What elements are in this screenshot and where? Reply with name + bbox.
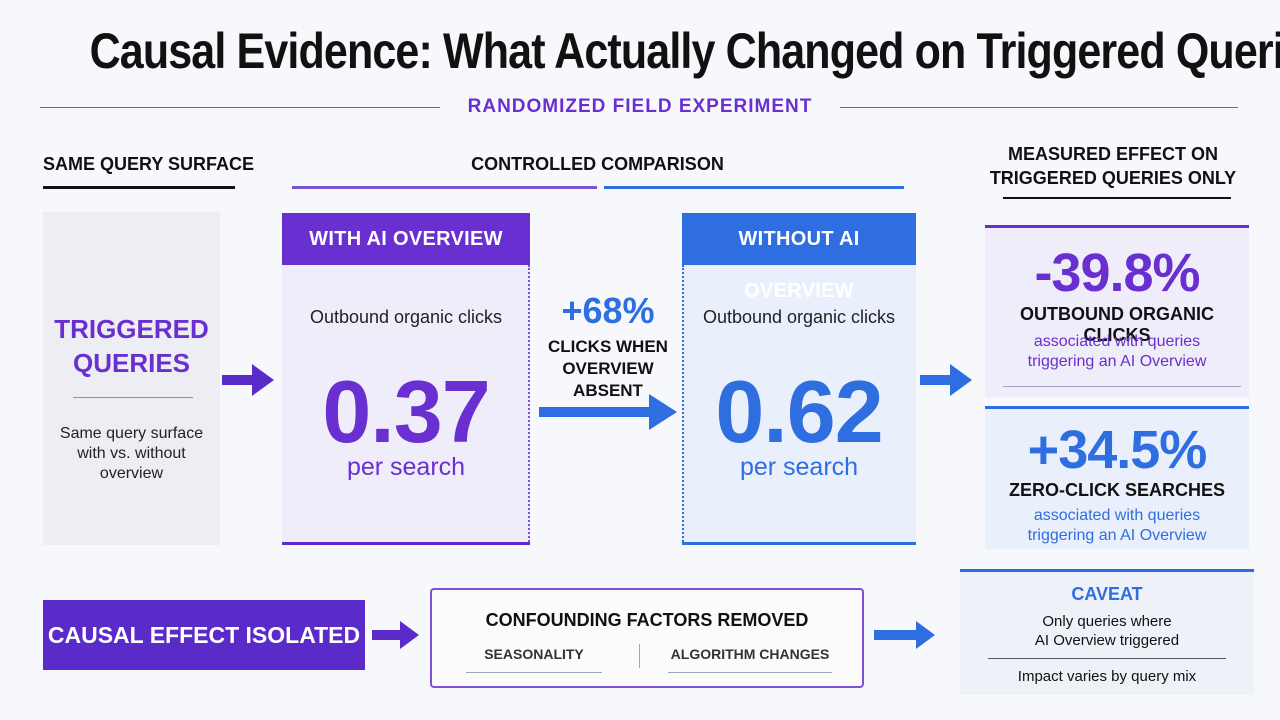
subtitle-rule-right xyxy=(840,107,1238,108)
lift-value: +68% xyxy=(561,290,655,331)
triggered-description: Same query surface with vs. without over… xyxy=(43,424,220,484)
effect-divider xyxy=(1003,386,1241,387)
lift-label: CLICKS WHEN OVERVIEW ABSENT xyxy=(536,336,680,402)
subtitle: RANDOMIZED FIELD EXPERIMENT xyxy=(467,96,813,117)
without-ai-unit: per search xyxy=(739,453,859,481)
causal-effect-banner: CAUSAL EFFECT ISOLATED xyxy=(43,600,365,670)
with-ai-metric-label: Outbound organic clicks xyxy=(309,307,503,327)
effect-description: associated with queries triggering an AI… xyxy=(985,506,1249,546)
effect-label: OUTBOUND ORGANIC CLICKS xyxy=(1020,304,1214,345)
column-label-right-line2: TRIGGERED QUERIES ONLY xyxy=(989,168,1237,188)
effect-desc-line2: triggering an AI Overview xyxy=(1027,527,1207,544)
caveat-header: CAVEAT xyxy=(1071,584,1143,604)
caveat-divider xyxy=(988,658,1226,659)
column-label-middle: CONTROLLED COMPARISON xyxy=(471,154,724,174)
confounding-item-seasonality: SEASONALITY xyxy=(484,646,584,662)
triggered-queries-card: TRIGGERED QUERIES Same query surface wit… xyxy=(43,212,220,545)
arrow-right-icon xyxy=(222,364,274,396)
column-label-left: SAME QUERY SURFACE xyxy=(43,154,255,174)
without-ai-value: 0.62 xyxy=(715,362,883,461)
arrow-right-icon xyxy=(920,364,972,396)
effect-label: ZERO-CLICK SEARCHES xyxy=(1008,480,1225,500)
confounding-factors-box: CONFOUNDING FACTORS REMOVED SEASONALITY … xyxy=(430,588,864,688)
with-ai-value: 0.37 xyxy=(322,362,490,461)
confounding-item-underline xyxy=(668,672,832,673)
confounding-header: CONFOUNDING FACTORS REMOVED xyxy=(485,610,809,630)
triggered-queries-title: TRIGGERED QUERIES xyxy=(43,312,220,380)
effect-value: +34.5% xyxy=(1027,420,1208,480)
with-ai-overview-header: WITH AI OVERVIEW xyxy=(282,213,530,265)
column-underline-middle-purple xyxy=(292,186,597,189)
triggered-title-line1: TRIGGERED xyxy=(54,314,209,344)
triggered-desc-line2: with vs. without xyxy=(77,445,186,462)
effect-desc-line1: associated with queries xyxy=(1033,333,1201,350)
arrow-right-icon xyxy=(874,621,935,649)
arrow-right-icon xyxy=(539,394,677,430)
effect-desc-line1: associated with queries xyxy=(1033,507,1201,524)
effect-desc-line2: triggering an AI Overview xyxy=(1027,353,1207,370)
column-label-right-line1: MEASURED EFFECT ON xyxy=(1007,144,1218,164)
confounding-separator xyxy=(639,644,640,668)
without-ai-overview-card: WITHOUT AI OVERVIEW Outbound organic cli… xyxy=(682,213,916,545)
with-ai-bottom-border xyxy=(282,542,530,545)
triggered-title-line2: QUERIES xyxy=(72,348,191,378)
effect-description: associated with queries triggering an AI… xyxy=(985,332,1249,372)
with-ai-overview-card: WITH AI OVERVIEW Outbound organic clicks… xyxy=(282,213,530,545)
column-underline-middle-blue xyxy=(604,186,904,189)
lift-label-line1: CLICKS WHEN xyxy=(548,337,668,356)
effect-card-outbound-clicks: -39.8% OUTBOUND ORGANIC CLICKS associate… xyxy=(985,225,1249,397)
subtitle-rule-left xyxy=(40,107,440,108)
caveat-line1: Only queries where xyxy=(1042,613,1172,630)
triggered-desc-line1: Same query surface xyxy=(59,425,204,442)
page-title: Causal Evidence: What Actually Changed o… xyxy=(89,23,1280,79)
arrow-right-icon xyxy=(372,621,419,649)
with-ai-unit: per search xyxy=(346,453,466,481)
without-ai-bottom-border xyxy=(682,542,916,545)
with-ai-dashed-edge xyxy=(528,265,530,542)
without-ai-dashed-edge xyxy=(682,265,684,542)
caveat-box: CAVEAT Only queries where AI Overview tr… xyxy=(960,569,1254,695)
triggered-divider xyxy=(73,397,193,398)
caveat-description: Only queries where AI Overview triggered xyxy=(960,612,1254,650)
caveat-note: Impact varies by query mix xyxy=(1017,668,1197,685)
effect-value: -39.8% xyxy=(1034,243,1200,303)
column-underline-left xyxy=(43,186,235,189)
effect-card-zero-click: +34.5% ZERO-CLICK SEARCHES associated wi… xyxy=(985,406,1249,549)
column-underline-right xyxy=(1003,197,1231,199)
confounding-item-algorithm: ALGORITHM CHANGES xyxy=(670,646,830,662)
without-ai-metric-label: Outbound organic clicks xyxy=(702,307,896,327)
triggered-desc-line3: overview xyxy=(99,465,164,482)
lift-label-line2: OVERVIEW ABSENT xyxy=(562,359,654,400)
confounding-item-underline xyxy=(466,672,602,673)
caveat-line2: AI Overview triggered xyxy=(1034,632,1180,649)
without-ai-overview-header: WITHOUT AI OVERVIEW xyxy=(682,213,916,302)
